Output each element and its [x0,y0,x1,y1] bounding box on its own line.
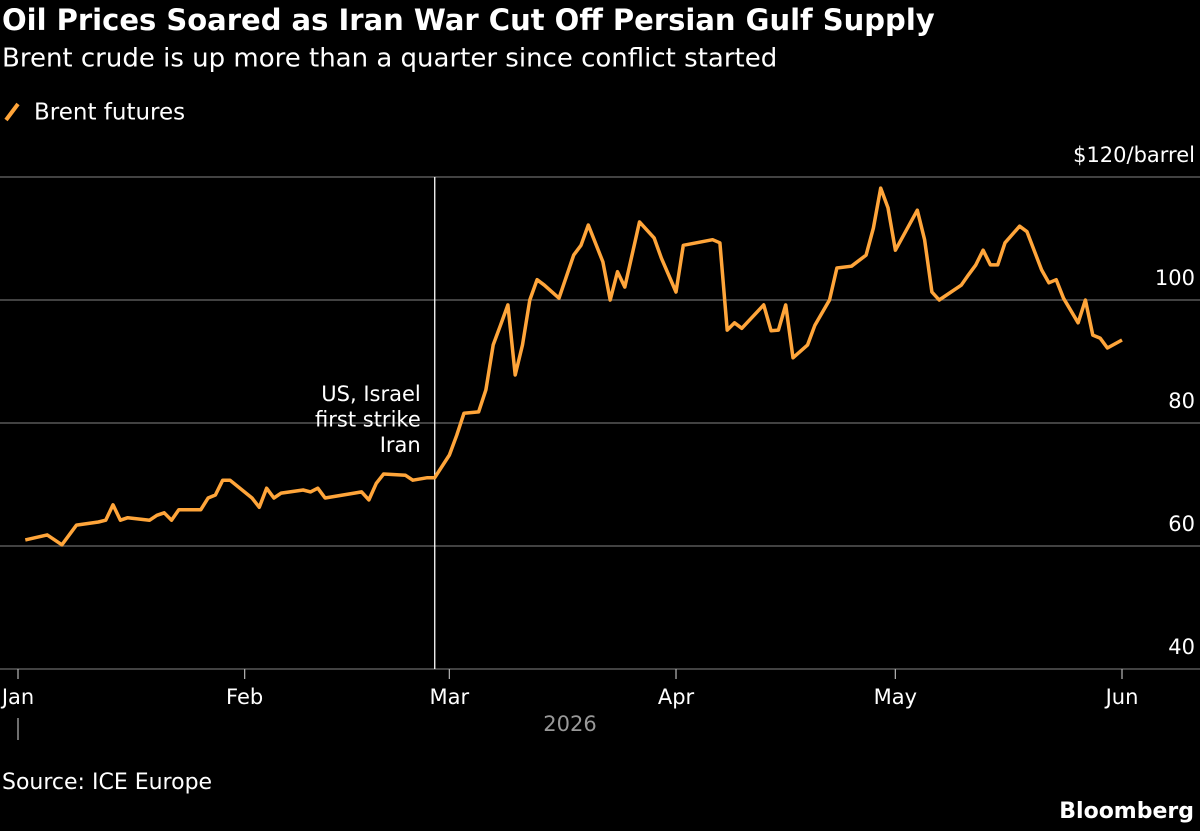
chart-title: Oil Prices Soared as Iran War Cut Off Pe… [2,3,935,37]
x-tick-label: Feb [226,685,263,709]
chart-subtitle: Brent crude is up more than a quarter si… [2,44,777,74]
x-tick-label: Mar [430,685,470,709]
x-tick-label: Apr [658,685,695,709]
y-tick-label: 80 [1168,389,1195,413]
x-tick-label: Jan [0,685,34,709]
logo: Bloomberg [1059,799,1194,824]
x-tick-label: Jun [1104,685,1139,709]
y-tick-label: 40 [1168,635,1195,659]
series-line [24,186,1123,547]
legend-swatch [4,102,20,122]
source: Source: ICE Europe [2,770,212,795]
x-axis-label: 2026 [543,712,596,736]
y-tick-label: 60 [1168,512,1195,536]
y-tick-label: 100 [1155,266,1195,290]
legend-label: Brent futures [34,100,185,126]
annotation-text: US, Israel [321,382,420,406]
x-tick-label: May [874,685,917,709]
annotation-text: Iran [380,433,421,457]
y-tick-label: $120/barrel [1073,143,1195,167]
annotation-text: first strike [315,408,421,432]
